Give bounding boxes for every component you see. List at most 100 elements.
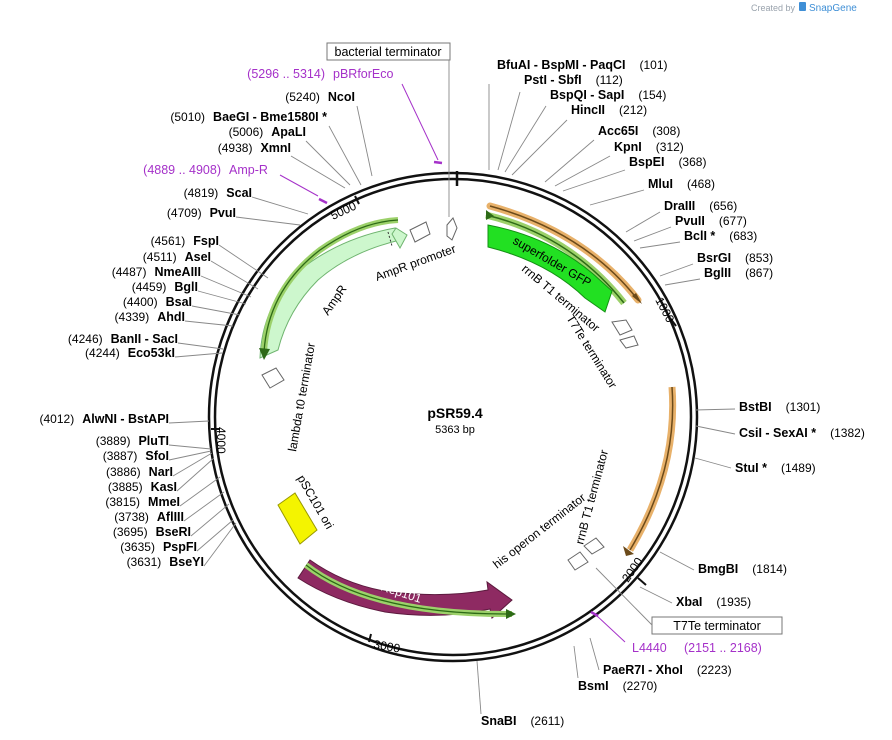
enzyme-name[interactable]: PspFI (163, 540, 197, 554)
enzyme-site[interactable]: BsaI (4400) (123, 295, 241, 316)
enzyme-name[interactable]: PvuI (210, 206, 236, 220)
enzyme-name[interactable]: XbaI (676, 595, 702, 609)
primer-ampr-name[interactable]: Amp-R (229, 163, 268, 177)
enzyme-name[interactable]: AhdI (157, 310, 185, 324)
enzyme-name[interactable]: BspEI (629, 155, 664, 169)
enzyme-site[interactable]: HincII (212) (511, 103, 647, 176)
enzyme-name[interactable]: BanII - SacI (111, 332, 178, 346)
enzyme-name[interactable]: AlwNI - BstAPI (82, 412, 169, 426)
enzyme-name[interactable]: BclI * (684, 229, 715, 243)
enzyme-site[interactable]: NarI (3886) (106, 452, 213, 479)
enzyme-site[interactable]: BsrGI (853) (659, 251, 773, 277)
enzyme-site[interactable]: BclI * (683) (639, 229, 757, 249)
enzyme-name[interactable]: StuI * (735, 461, 767, 475)
enzyme-site[interactable]: PluTI (3889) (96, 434, 212, 450)
enzyme-site[interactable]: KasI (3885) (108, 457, 215, 494)
enzyme-site[interactable]: AlwNI - BstAPI (4012) (40, 412, 210, 426)
enzyme-site[interactable]: BglI (4459) (132, 280, 247, 305)
enzyme-site[interactable]: DraIII (656) (625, 199, 737, 233)
enzyme-name[interactable]: BglI (174, 280, 198, 294)
enzyme-site[interactable]: MmeI (3815) (105, 476, 221, 509)
enzyme-site[interactable]: StuI * (1489) (694, 457, 816, 475)
enzyme-name[interactable]: AflIII (157, 510, 184, 524)
enzyme-site[interactable]: XbaI (1935) (639, 586, 751, 609)
enzyme-site[interactable]: ScaI (4819) (184, 186, 309, 215)
enzyme-site[interactable]: BsmI (2270) (573, 645, 657, 693)
enzyme-name[interactable]: DraIII (664, 199, 695, 213)
enzyme-site[interactable]: AseI (4511) (143, 250, 259, 290)
enzyme-name[interactable]: BstBI (739, 400, 772, 414)
enzyme-site[interactable]: AflIII (3738) (114, 491, 225, 524)
enzyme-site[interactable]: NcoI (5240) (285, 90, 373, 177)
enzyme-site[interactable]: BaeGI - Bme1580I * (5010) (170, 110, 362, 186)
enzyme-name[interactable]: MmeI (148, 495, 180, 509)
enzyme-site[interactable]: XmnI (4938) (218, 141, 346, 189)
enzyme-name[interactable]: PvuII (675, 214, 705, 228)
enzyme-name[interactable]: KpnI (614, 140, 642, 154)
enzyme-name[interactable]: BsrGI (697, 251, 731, 265)
enzyme-site[interactable]: BmgBI (1814) (659, 551, 787, 576)
enzyme-site[interactable]: KpnI (312) (554, 140, 684, 187)
sfgfp-feature[interactable] (487, 224, 613, 313)
enzyme-name[interactable]: BaeGI - Bme1580I * (213, 110, 327, 124)
enzyme-name[interactable]: FspI (193, 234, 219, 248)
enzyme-site[interactable]: MluI (468) (589, 177, 715, 206)
enzyme-name[interactable]: AseI (185, 250, 211, 264)
enzyme-name[interactable]: PaeR7I - XhoI (603, 663, 683, 677)
enzyme-site[interactable]: PspFI (3635) (120, 519, 234, 554)
enzyme-name[interactable]: MluI (648, 177, 673, 191)
enzyme-name[interactable]: BmgBI (698, 562, 738, 576)
enzyme-site[interactable]: PvuI (4709) (167, 206, 301, 226)
t7te-terminator-arrow (619, 335, 639, 349)
enzyme-site-leader (168, 444, 212, 450)
enzyme-position: (3631) (127, 555, 162, 569)
enzyme-site[interactable]: BseRI (3695) (113, 503, 230, 539)
enzyme-site[interactable]: CsiI - SexAI * (1382) (695, 425, 865, 440)
enzyme-name[interactable]: BseRI (156, 525, 191, 539)
primer-pbrforeco-name[interactable]: pBRforEco (333, 67, 393, 81)
enzyme-name[interactable]: KasI (151, 480, 177, 494)
enzyme-site[interactable]: PvuII (677) (633, 214, 747, 242)
enzyme-name[interactable]: BsmI (578, 679, 609, 693)
enzyme-site[interactable]: FspI (4561) (151, 234, 269, 279)
enzyme-name[interactable]: ApaLI (271, 125, 306, 139)
enzyme-site[interactable]: BanII - SacI (4246) (68, 332, 224, 350)
enzyme-name[interactable]: BseYI (169, 555, 204, 569)
enzyme-name[interactable]: SnaBI (481, 714, 516, 728)
enzyme-site[interactable]: AhdI (4339) (115, 310, 234, 327)
enzyme-name[interactable]: Acc65I (598, 124, 638, 138)
enzyme-name[interactable]: NarI (149, 465, 173, 479)
enzyme-site[interactable]: PstI - SbfI (112) (497, 73, 623, 171)
enzyme-name[interactable]: XmnI (260, 141, 291, 155)
enzyme-name[interactable]: ScaI (226, 186, 252, 200)
enzyme-name[interactable]: BspQI - SapI (550, 88, 624, 102)
enzyme-site[interactable]: BfuAI - BspMI - PaqCI (101) (488, 58, 667, 170)
enzyme-name[interactable]: BglII (704, 266, 731, 280)
enzyme-site[interactable]: Eco53kI (4244) (85, 346, 223, 360)
enzyme-site[interactable]: NmeAIII (4487) (112, 265, 252, 298)
enzyme-site[interactable]: ApaLI (5006) (229, 125, 351, 186)
enzyme-name[interactable]: HincII (571, 103, 605, 117)
enzyme-site[interactable]: SnaBI (2611) (476, 660, 564, 728)
enzyme-name[interactable]: NcoI (328, 90, 355, 104)
psc101-ori-feature[interactable] (277, 492, 318, 545)
enzyme-name[interactable]: CsiI - SexAI * (739, 426, 816, 440)
enzyme-name[interactable]: BfuAI - BspMI - PaqCI (497, 58, 625, 72)
enzyme-name[interactable]: PluTI (138, 434, 169, 448)
enzyme-site[interactable]: BglII (867) (664, 266, 773, 286)
enzyme-site-leader (497, 91, 521, 171)
primer-l4440-name[interactable]: L4440 (632, 641, 667, 655)
enzyme-site[interactable]: BspQI - SapI (154) (504, 88, 666, 173)
enzyme-name[interactable]: SfoI (145, 449, 169, 463)
enzyme-site[interactable]: BseYI (3631) (127, 522, 237, 569)
enzyme-name[interactable]: NmeAIII (154, 265, 201, 279)
enzyme-site[interactable]: Acc65I (308) (544, 124, 680, 183)
enzyme-name[interactable]: BsaI (166, 295, 192, 309)
enzyme-name[interactable]: Eco53kI (128, 346, 175, 360)
enzyme-site[interactable]: SfoI (3887) (103, 449, 212, 463)
enzyme-site[interactable]: BstBI (1301) (694, 400, 820, 414)
enzyme-site[interactable]: PaeR7I - XhoI (2223) (589, 637, 732, 677)
enzyme-site[interactable]: BspEI (368) (562, 155, 706, 192)
enzyme-name[interactable]: PstI - SbfI (524, 73, 582, 87)
rep101-feature[interactable] (297, 559, 513, 619)
